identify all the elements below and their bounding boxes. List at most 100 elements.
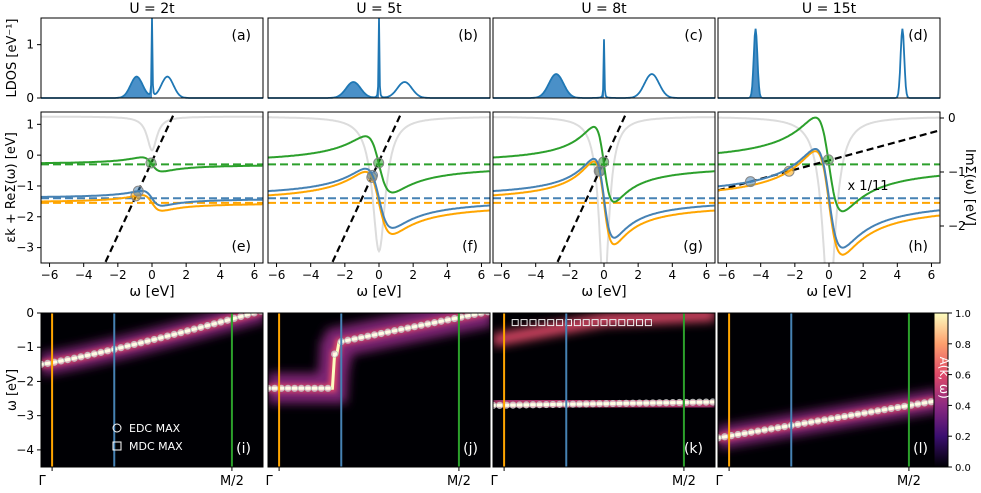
panel-label: (d)	[908, 28, 928, 44]
colorbar	[933, 312, 949, 468]
edc-max-marker	[370, 331, 379, 339]
mdc-max-marker	[529, 319, 537, 327]
heatmap-area	[493, 313, 715, 467]
x-tick-label: Γ	[490, 474, 498, 489]
mdc-max-marker	[547, 319, 555, 327]
edc-max-marker	[44, 359, 52, 367]
edc-max-marker	[854, 410, 862, 418]
edc-max-marker	[157, 334, 165, 342]
x-tick-label: −6	[718, 268, 736, 282]
mdc-max-marker	[556, 319, 564, 327]
edc-max-marker	[860, 409, 869, 417]
edc-max-marker	[807, 418, 815, 426]
heatmap-area	[268, 313, 490, 467]
colorbar-tick-label: 1.0	[955, 309, 971, 320]
plot-area	[41, 112, 263, 263]
edc-max-marker	[555, 400, 564, 408]
edc-max-marker	[64, 356, 72, 364]
x-tick-label: −6	[41, 268, 59, 282]
edc-max-marker	[130, 340, 138, 349]
panel-frame	[267, 17, 491, 99]
x-tick-label: 2	[182, 268, 190, 282]
edc-max-marker	[344, 336, 352, 344]
edc-max-marker	[304, 384, 312, 392]
quasiparticle-marker	[822, 154, 834, 166]
edc-max-marker	[635, 399, 644, 407]
ldos-filled-area	[41, 18, 152, 98]
edc-max-marker	[450, 314, 459, 323]
edc-max-marker	[542, 400, 550, 409]
mdc-max-marker	[609, 319, 617, 327]
edc-max-marker	[470, 313, 479, 319]
panel-frame	[717, 111, 941, 264]
edc-max-marker	[77, 353, 85, 361]
x-tick-label: 4	[893, 268, 901, 282]
edc-max-marker	[357, 333, 365, 342]
x-tick-label: 6	[703, 268, 711, 282]
quasiparticle-marker	[598, 156, 610, 168]
edc-max-marker	[741, 429, 749, 437]
x-tick-label: 0	[825, 268, 833, 282]
edc-max-marker	[311, 384, 319, 392]
x-tick-label: −4	[752, 268, 770, 282]
plot-area	[718, 116, 940, 263]
edc-max-marker	[767, 425, 775, 433]
panel-frame	[267, 312, 491, 468]
edc-max-marker	[496, 401, 504, 409]
edc-max-marker	[90, 350, 98, 358]
real-self-energy-curve	[268, 167, 490, 229]
imag-self-energy-curve	[41, 115, 263, 152]
mdc-max-marker	[627, 319, 635, 327]
edc-max-marker	[137, 339, 145, 347]
legend-mdc-label: MDC MAX	[129, 440, 183, 453]
edc-max-marker	[840, 412, 849, 421]
edc-max-marker	[384, 328, 392, 336]
edc-max-marker	[170, 330, 178, 338]
ldos-curve	[493, 39, 715, 99]
edc-max-marker	[237, 313, 245, 321]
edc-max-marker	[847, 411, 855, 419]
ldos-filled-area	[268, 18, 379, 98]
real-self-energy-curve	[41, 189, 263, 207]
y-tick-label: 1	[26, 117, 34, 131]
y-tick-label: 0	[26, 148, 34, 162]
x-tick-label: 0	[600, 268, 608, 282]
y-tick-label: −3	[16, 409, 34, 423]
column-title: U = 5t	[356, 1, 402, 17]
x-axis-label: ω [eV]	[806, 284, 851, 300]
edc-max-marker	[350, 335, 359, 343]
mdc-max-marker	[591, 319, 599, 327]
edc-max-marker	[143, 337, 152, 345]
ldos-curve	[718, 28, 940, 99]
edc-max-marker	[622, 399, 630, 407]
edc-max-marker	[522, 401, 530, 409]
mdc-max-marker	[511, 319, 519, 327]
edc-max-marker	[377, 329, 385, 338]
heatmap-area	[41, 313, 263, 467]
y-tick-label: 1	[26, 38, 34, 52]
edc-max-marker	[536, 401, 544, 409]
edc-max-marker	[291, 384, 299, 392]
x-tick-label: Γ	[265, 474, 273, 489]
x-tick-label: 4	[443, 268, 451, 282]
ldos-filled-area	[718, 28, 829, 99]
x-tick-label: M/2	[220, 474, 244, 489]
edc-max-marker	[761, 426, 769, 434]
edc-max-marker	[217, 318, 225, 326]
edc-max-marker	[814, 417, 822, 425]
edc-max-marker	[197, 323, 205, 331]
edc-max-marker	[609, 399, 617, 408]
edc-max-marker	[629, 399, 637, 407]
edc-max-marker	[529, 401, 537, 409]
edc-max-marker	[163, 332, 172, 340]
panel-label: (l)	[913, 441, 928, 457]
edc-max-marker	[642, 399, 650, 407]
real-self-energy-curve	[268, 170, 490, 235]
scale-annotation: x 1/11	[847, 179, 888, 194]
edc-max-marker	[887, 404, 895, 413]
panel-frame	[492, 312, 716, 468]
x-axis-label: ω [eV]	[581, 284, 626, 300]
quasiparticle-marker	[744, 176, 756, 188]
x-tick-label: 0	[375, 268, 383, 282]
